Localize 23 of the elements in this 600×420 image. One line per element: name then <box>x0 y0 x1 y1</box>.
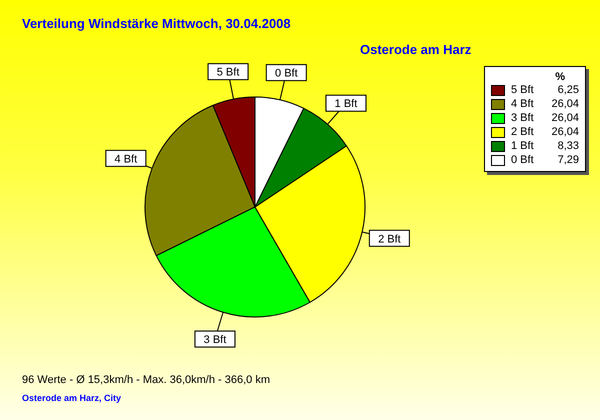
legend-label: 4 Bft <box>511 98 535 110</box>
legend-label: 3 Bft <box>511 112 535 124</box>
legend-label: 0 Bft <box>511 154 535 166</box>
chart-subtitle: Osterode am Harz <box>360 42 472 57</box>
legend-title: % <box>554 71 566 83</box>
data-label: 8,33 <box>558 140 579 152</box>
data-label: 7,29 <box>558 154 579 166</box>
slice-label: 3 Bft <box>204 334 226 346</box>
slice-label: 5 Bft <box>216 66 240 79</box>
chart-title: Verteilung Windstärke Mittwoch, 30.04.2008 <box>22 16 291 31</box>
slice-label: 0 Bft <box>275 68 298 80</box>
slice-label: 2 Bft <box>378 233 401 246</box>
text: 96 Werte - Ø 15,3km/h - Max. 36,0km/h - 366,0 km <box>22 374 270 386</box>
legend-label: 2 Bft <box>511 126 535 138</box>
slice-label: 4 Bft <box>114 153 138 166</box>
slice-label: 1 Bft <box>334 98 358 110</box>
legend-label: 1 Bft <box>511 140 535 152</box>
data-label: 26,04 <box>551 126 579 138</box>
text: Osterode am Harz, City <box>22 393 122 403</box>
legend-label: 5 Bft <box>511 84 535 96</box>
data-label: 26,04 <box>551 98 579 110</box>
data-label: 6,25 <box>558 84 579 96</box>
data-label: 26,04 <box>551 112 579 124</box>
